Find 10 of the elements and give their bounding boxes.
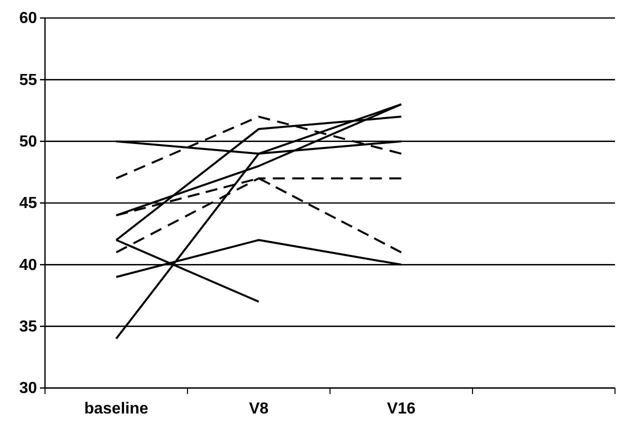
y-tick-label: 50 — [19, 133, 38, 150]
y-tick-label: 35 — [19, 318, 38, 336]
y-tick-label: 45 — [19, 195, 38, 212]
y-tick-label: 60 — [19, 10, 38, 28]
x-tick-label: V8 — [248, 400, 269, 418]
y-tick-label: 30 — [19, 380, 38, 398]
y-tick-label: 55 — [19, 72, 38, 89]
y-tick-label: 40 — [19, 256, 38, 274]
x-tick-label: V16 — [387, 400, 416, 418]
x-tick-label: baseline — [84, 400, 148, 418]
